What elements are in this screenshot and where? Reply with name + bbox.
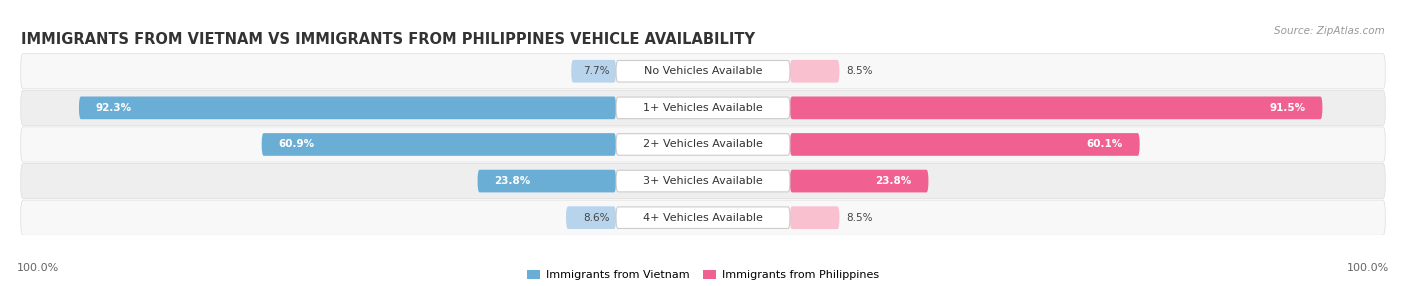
- Text: 2+ Vehicles Available: 2+ Vehicles Available: [643, 140, 763, 150]
- Text: 8.5%: 8.5%: [846, 213, 873, 223]
- FancyBboxPatch shape: [790, 170, 928, 192]
- FancyBboxPatch shape: [79, 96, 616, 119]
- FancyBboxPatch shape: [478, 170, 616, 192]
- Text: 100.0%: 100.0%: [1347, 263, 1389, 273]
- Text: 100.0%: 100.0%: [17, 263, 59, 273]
- Text: 23.8%: 23.8%: [495, 176, 530, 186]
- Text: 60.1%: 60.1%: [1087, 140, 1123, 150]
- FancyBboxPatch shape: [616, 97, 790, 119]
- FancyBboxPatch shape: [262, 133, 616, 156]
- FancyBboxPatch shape: [790, 60, 839, 83]
- Text: 3+ Vehicles Available: 3+ Vehicles Available: [643, 176, 763, 186]
- FancyBboxPatch shape: [21, 127, 1385, 162]
- Text: 60.9%: 60.9%: [278, 140, 315, 150]
- Text: 8.6%: 8.6%: [583, 213, 609, 223]
- Text: 4+ Vehicles Available: 4+ Vehicles Available: [643, 213, 763, 223]
- Legend: Immigrants from Vietnam, Immigrants from Philippines: Immigrants from Vietnam, Immigrants from…: [527, 270, 879, 280]
- Text: 92.3%: 92.3%: [96, 103, 132, 113]
- FancyBboxPatch shape: [616, 170, 790, 192]
- FancyBboxPatch shape: [616, 134, 790, 155]
- Text: 8.5%: 8.5%: [846, 66, 873, 76]
- Text: 7.7%: 7.7%: [583, 66, 609, 76]
- FancyBboxPatch shape: [567, 206, 616, 229]
- FancyBboxPatch shape: [571, 60, 616, 83]
- FancyBboxPatch shape: [790, 96, 1323, 119]
- Text: 23.8%: 23.8%: [876, 176, 911, 186]
- FancyBboxPatch shape: [616, 60, 790, 82]
- FancyBboxPatch shape: [616, 207, 790, 229]
- FancyBboxPatch shape: [21, 200, 1385, 235]
- FancyBboxPatch shape: [790, 206, 839, 229]
- Text: Source: ZipAtlas.com: Source: ZipAtlas.com: [1274, 26, 1385, 36]
- FancyBboxPatch shape: [21, 90, 1385, 126]
- FancyBboxPatch shape: [21, 54, 1385, 89]
- Text: IMMIGRANTS FROM VIETNAM VS IMMIGRANTS FROM PHILIPPINES VEHICLE AVAILABILITY: IMMIGRANTS FROM VIETNAM VS IMMIGRANTS FR…: [21, 32, 755, 47]
- Text: 91.5%: 91.5%: [1270, 103, 1306, 113]
- Text: No Vehicles Available: No Vehicles Available: [644, 66, 762, 76]
- Text: 1+ Vehicles Available: 1+ Vehicles Available: [643, 103, 763, 113]
- FancyBboxPatch shape: [790, 133, 1140, 156]
- FancyBboxPatch shape: [21, 164, 1385, 199]
